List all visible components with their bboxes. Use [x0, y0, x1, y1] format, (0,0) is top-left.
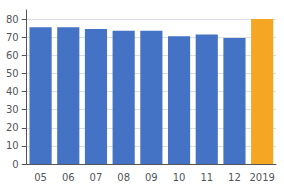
svg-text:60: 60	[6, 50, 19, 61]
svg-text:10: 10	[6, 140, 19, 151]
svg-text:0: 0	[12, 159, 18, 170]
svg-text:11: 11	[200, 172, 213, 183]
svg-text:50: 50	[6, 68, 19, 79]
svg-text:10: 10	[173, 172, 186, 183]
svg-text:06: 06	[62, 172, 75, 183]
svg-text:05: 05	[34, 172, 47, 183]
svg-text:70: 70	[6, 32, 19, 43]
svg-text:20: 20	[6, 122, 19, 133]
svg-text:40: 40	[6, 86, 19, 97]
svg-text:30: 30	[6, 104, 19, 115]
svg-text:07: 07	[90, 172, 103, 183]
svg-text:2019: 2019	[249, 172, 274, 183]
svg-text:08: 08	[117, 172, 130, 183]
svg-text:80: 80	[6, 14, 19, 25]
svg-text:09: 09	[145, 172, 158, 183]
svg-text:12: 12	[228, 172, 241, 183]
